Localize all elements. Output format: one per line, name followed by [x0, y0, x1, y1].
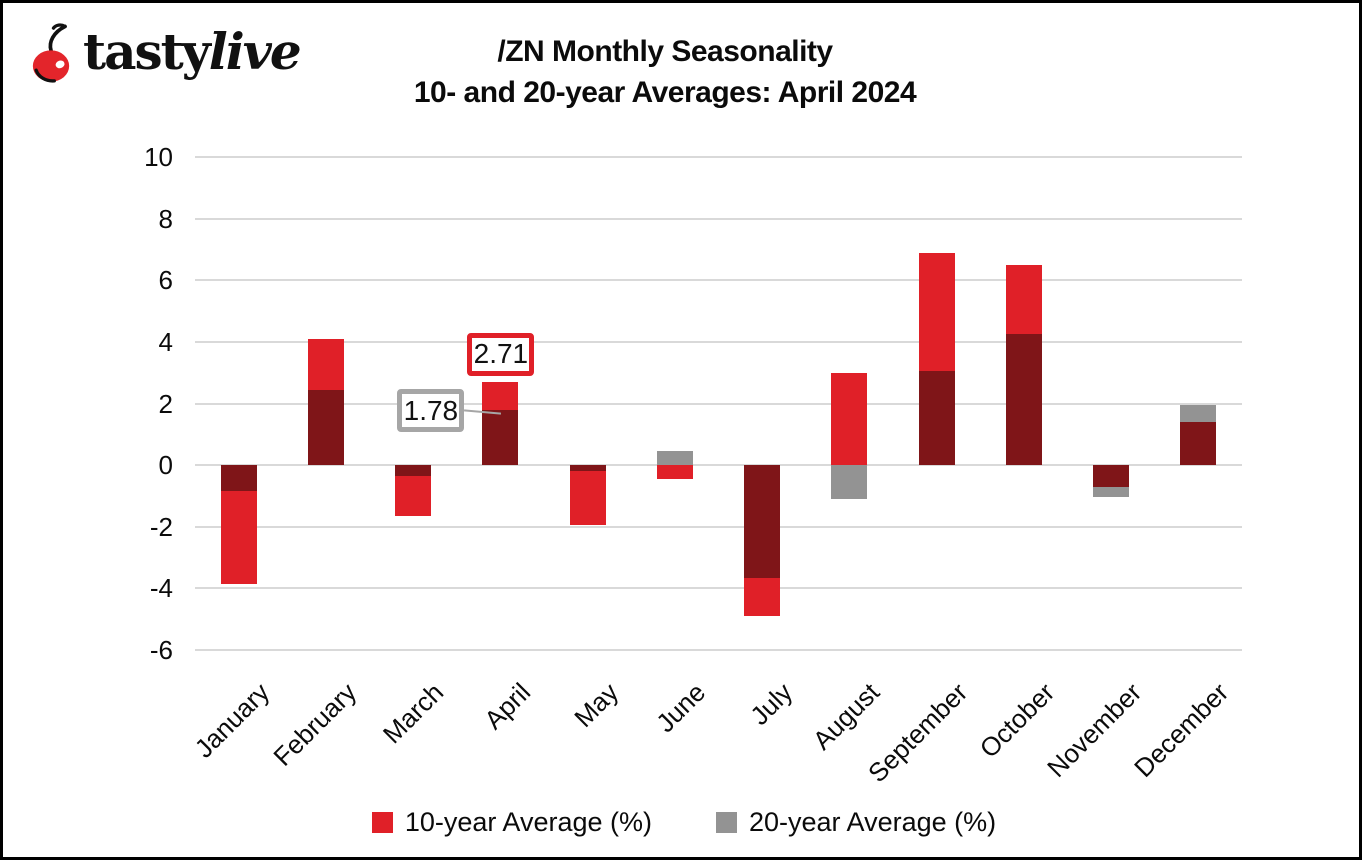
gridline-6	[195, 279, 1242, 282]
legend: 10-year Average (%) 20-year Average (%)	[3, 807, 1359, 838]
bar-may-overlap	[569, 465, 606, 472]
bar-march-10yr	[395, 475, 432, 516]
bar-june-10yr	[656, 465, 693, 479]
tastylive-logo: tastylive	[25, 19, 302, 85]
legend-item-20yr: 20-year Average (%)	[716, 807, 996, 838]
y-tick--2: -2	[149, 511, 173, 542]
bar-september-10yr	[918, 252, 955, 372]
bar-september-overlap	[918, 371, 955, 466]
data-label-callout-2.71: 2.71	[467, 332, 535, 376]
y-tick-8: 8	[158, 203, 173, 234]
legend-label: 20-year Average (%)	[749, 807, 997, 837]
x-label-april: April	[478, 677, 537, 735]
chart-title-line2: 10- and 20-year Averages: April 2024	[413, 76, 917, 109]
bar-march-overlap	[395, 465, 432, 476]
gridline--4	[195, 587, 1242, 590]
bar-october-10yr	[1005, 264, 1042, 335]
bar-december-overlap	[1180, 421, 1217, 466]
x-label-october: October	[973, 677, 1061, 764]
bar-november-20yr	[1093, 486, 1130, 498]
cherry-highlight	[55, 60, 65, 69]
bar-january-overlap	[220, 465, 257, 492]
legend-item-10yr: 10-year Average (%)	[371, 807, 652, 838]
bar-april-overlap	[482, 410, 519, 466]
gridline-4	[195, 340, 1242, 343]
plot-area	[195, 156, 1242, 651]
data-label-callout-1.78: 1.78	[397, 389, 465, 433]
y-tick--6: -6	[149, 635, 173, 665]
bar-may-10yr	[569, 471, 606, 526]
bar-july-10yr	[744, 577, 781, 617]
cherry-body	[32, 50, 70, 82]
legend-label: 10-year Average (%)	[404, 807, 652, 837]
cherry-icon	[32, 23, 70, 83]
y-tick-10: 10	[144, 142, 173, 172]
chart-title: /ZN Monthly Seasonality 10- and 20-year …	[365, 31, 965, 113]
brand-tasty: tasty	[83, 22, 211, 81]
brand-wordmark: tastylive	[83, 19, 302, 85]
x-label-march: March	[377, 677, 450, 750]
legend-swatch-10yr	[371, 812, 393, 833]
bar-july-overlap	[744, 465, 781, 578]
bar-august-20yr	[831, 465, 868, 500]
legend-swatch-20yr	[716, 812, 737, 833]
gridline--2	[195, 525, 1242, 528]
bar-february-overlap	[307, 389, 344, 466]
x-label-november: November	[1041, 677, 1148, 784]
gridline-2	[195, 402, 1242, 405]
y-tick-2: 2	[158, 388, 173, 419]
bar-november-overlap	[1093, 465, 1130, 487]
x-label-february: February	[267, 677, 363, 772]
gridline-8	[195, 217, 1242, 220]
x-label-june: June	[650, 677, 712, 739]
chart-title-line1: /ZN Monthly Seasonality	[497, 35, 833, 68]
y-tick-6: 6	[158, 265, 173, 296]
bar-december-20yr	[1180, 405, 1217, 422]
x-label-august: August	[807, 677, 886, 756]
x-label-july: July	[744, 677, 799, 731]
bar-june-20yr	[656, 451, 693, 466]
bar-april-10yr	[482, 381, 519, 411]
y-tick-4: 4	[158, 326, 173, 357]
brand-live: live	[208, 22, 302, 81]
gridline-0	[195, 464, 1242, 467]
cherry-stem	[48, 24, 67, 53]
gridline--6	[195, 649, 1242, 651]
y-tick--4: -4	[149, 573, 173, 604]
x-label-december: December	[1128, 677, 1235, 784]
bar-october-overlap	[1005, 334, 1042, 466]
bar-august-10yr	[831, 372, 868, 466]
bar-february-10yr	[307, 338, 344, 390]
bar-january-10yr	[220, 491, 257, 584]
y-tick-0: 0	[158, 450, 173, 481]
x-label-may: May	[567, 677, 624, 733]
x-label-january: January	[188, 677, 275, 764]
gridline-10	[195, 156, 1242, 158]
